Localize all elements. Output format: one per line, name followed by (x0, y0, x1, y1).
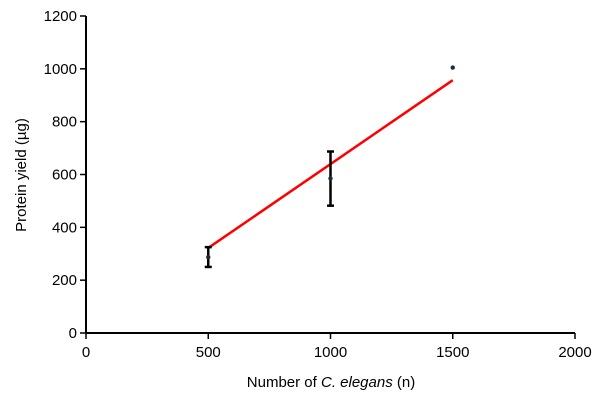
y-axis-title: Protein yield (µg) (13, 118, 30, 232)
y-tick-label: 1200 (44, 8, 77, 25)
error-bars (204, 150, 334, 269)
ticks: 0 200 400 600 800 1000 1200 0 500 1000 1500 2000 (44, 8, 592, 361)
data-points (206, 65, 455, 260)
x-tick-label: 2000 (558, 344, 591, 361)
x-axis-title: Number of C. elegans (n) (247, 374, 415, 391)
y-tick-label: 1000 (44, 61, 77, 78)
y-tick-label: 200 (52, 272, 77, 289)
x-tick-label: 1000 (314, 344, 347, 361)
x-tick-label: 1500 (436, 344, 469, 361)
x-axis-title-part-1: Number of (247, 374, 321, 391)
data-point (206, 254, 211, 260)
data-point (328, 176, 333, 181)
y-tick-label: 600 (52, 167, 77, 184)
x-axis-title-species: C. elegans (321, 374, 393, 391)
x-tick-label: 0 (82, 344, 90, 361)
x-tick-label: 500 (196, 344, 221, 361)
data-point (450, 65, 455, 70)
y-tick-label: 400 (52, 219, 77, 236)
x-axis-title-part-3: (n) (393, 374, 416, 391)
y-tick-label: 0 (69, 325, 77, 342)
y-tick-label: 800 (52, 114, 77, 131)
